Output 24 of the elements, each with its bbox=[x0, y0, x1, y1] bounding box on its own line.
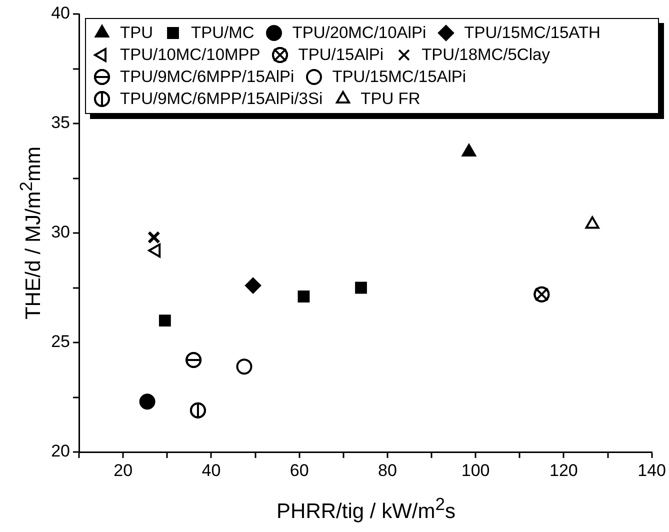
y-tick-label: 25 bbox=[51, 332, 70, 352]
legend-label: TPU/10MC/10MPP bbox=[120, 46, 260, 64]
x-tick-label: 40 bbox=[202, 460, 221, 480]
x-tick-label: 100 bbox=[461, 460, 490, 480]
x-axis-title: PHRR/tig / kW/m$^{2}$s bbox=[276, 494, 456, 524]
y-tick-label: 20 bbox=[51, 442, 70, 461]
x-tick-label: 140 bbox=[638, 460, 666, 480]
x-tick-label: 20 bbox=[114, 460, 133, 480]
y-tick-label: 30 bbox=[51, 222, 70, 242]
legend-label: TPU/9MC/6MPP/15AlPi/3Si bbox=[120, 90, 323, 108]
legend-label: TPU/15MC/15AlPi bbox=[332, 68, 466, 86]
legend-label: TPU bbox=[120, 24, 153, 42]
y-tick-label: 40 bbox=[51, 4, 70, 23]
x-tick-label: 80 bbox=[378, 460, 397, 480]
legend-label: TPU/9MC/6MPP/15AlPi bbox=[120, 68, 294, 86]
legend-label: TPU/18MC/5Clay bbox=[422, 46, 550, 64]
legend-label: TPU/20MC/10AlPi bbox=[292, 24, 426, 42]
y-tick-label: 35 bbox=[51, 113, 70, 132]
legend-label: TPU/15MC/15ATH bbox=[464, 24, 600, 42]
legend-label: TPU FR bbox=[360, 90, 420, 108]
x-tick-label: 60 bbox=[290, 460, 309, 480]
legend-label: TPU/15AlPi bbox=[298, 46, 384, 64]
x-tick-label: 120 bbox=[550, 460, 578, 480]
legend-label: TPU/MC bbox=[191, 24, 254, 42]
